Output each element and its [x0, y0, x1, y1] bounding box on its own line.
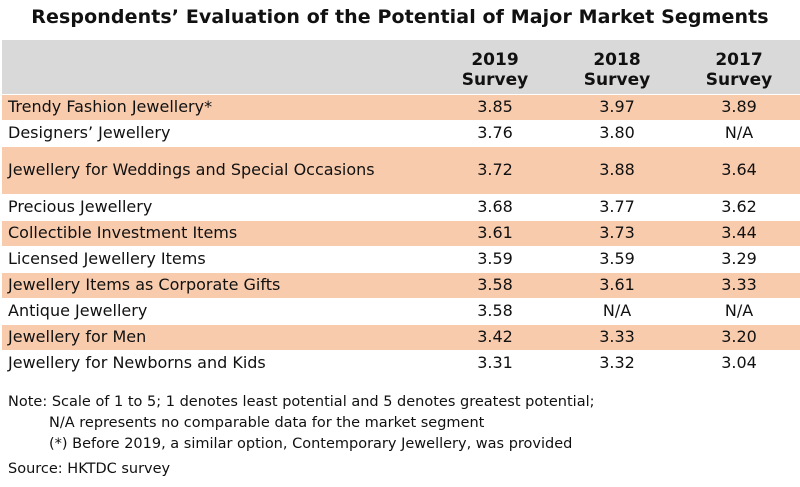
value-2018: 3.33: [556, 323, 678, 350]
table-row: Precious Jewellery 3.68 3.77 3.62: [2, 194, 800, 220]
segment-label: Jewellery Items as Corporate Gifts: [2, 271, 434, 298]
segment-label: Designers’ Jewellery: [8, 123, 171, 142]
segment-label: Licensed Jewellery Items: [8, 249, 206, 268]
note-line-2: N/A represents no comparable data for th…: [49, 415, 485, 431]
chart-title: Respondents’ Evaluation of the Potential…: [31, 6, 769, 28]
header-2017-survey: 2017 Survey: [705, 49, 773, 90]
segment-label: Trendy Fashion Jewellery*: [2, 93, 434, 120]
value-2018: 3.73: [556, 219, 678, 246]
table-row: Jewellery Items as Corporate Gifts 3.58 …: [2, 271, 800, 298]
market-segments-table: 2019 Survey 2018 Survey 2017 Survey Tren…: [2, 40, 800, 377]
value-2018: 3.59: [599, 249, 635, 268]
segment-label: Antique Jewellery: [8, 301, 148, 320]
table-row: Collectible Investment Items 3.61 3.73 3…: [2, 219, 800, 246]
value-2019: 3.42: [434, 323, 556, 350]
value-2018: 3.80: [599, 123, 635, 142]
value-2017: 3.33: [678, 271, 800, 298]
footnote: Note: Scale of 1 to 5; 1 denotes least p…: [8, 392, 595, 455]
value-2017: 3.89: [678, 93, 800, 120]
table-row: Jewellery for Weddings and Special Occas…: [2, 145, 800, 194]
segment-label: Jewellery for Weddings and Special Occas…: [2, 145, 434, 194]
value-2018: 3.32: [599, 353, 635, 372]
value-2019: 3.76: [477, 123, 513, 142]
value-2019: 3.61: [434, 219, 556, 246]
value-2017: 3.20: [678, 323, 800, 350]
segment-label: Collectible Investment Items: [2, 219, 434, 246]
table-row: Licensed Jewellery Items 3.59 3.59 3.29: [2, 246, 800, 272]
table-row: Antique Jewellery 3.58 N/A N/A: [2, 298, 800, 324]
value-2018: 3.88: [556, 145, 678, 194]
note-line-1: Note: Scale of 1 to 5; 1 denotes least p…: [8, 394, 595, 410]
segment-label: Jewellery for Newborns and Kids: [8, 353, 266, 372]
header-segment: [2, 40, 434, 94]
value-2017: N/A: [724, 123, 754, 142]
value-2017: N/A: [724, 301, 754, 320]
header-2018-survey: 2018 Survey: [583, 49, 651, 90]
value-2017: 3.29: [721, 249, 757, 268]
value-2019: 3.85: [434, 93, 556, 120]
value-2019: 3.59: [477, 249, 513, 268]
value-2019: 3.68: [477, 197, 513, 216]
segment-label: Precious Jewellery: [8, 197, 153, 216]
value-2018: 3.77: [599, 197, 635, 216]
value-2017: 3.44: [678, 219, 800, 246]
value-2018: 3.61: [556, 271, 678, 298]
value-2019: 3.72: [434, 145, 556, 194]
table-row: Designers’ Jewellery 3.76 3.80 N/A: [2, 120, 800, 146]
table-row: Jewellery for Men 3.42 3.33 3.20: [2, 323, 800, 350]
source-note: Source: HKTDC survey: [8, 461, 171, 477]
value-2019: 3.58: [477, 301, 513, 320]
segment-label: Jewellery for Men: [2, 323, 434, 350]
value-2017: 3.64: [678, 145, 800, 194]
header-2019-survey: 2019 Survey: [461, 49, 529, 90]
value-2017: 3.04: [721, 353, 757, 372]
value-2018: 3.97: [556, 93, 678, 120]
value-2019: 3.31: [477, 353, 513, 372]
table-row: Trendy Fashion Jewellery* 3.85 3.97 3.89: [2, 93, 800, 120]
table-row: Jewellery for Newborns and Kids 3.31 3.3…: [2, 350, 800, 376]
value-2017: 3.62: [721, 197, 757, 216]
header-row: 2019 Survey 2018 Survey 2017 Survey: [2, 40, 800, 94]
note-line-3: (*) Before 2019, a similar option, Conte…: [49, 436, 573, 452]
value-2019: 3.58: [434, 271, 556, 298]
value-2018: N/A: [602, 301, 632, 320]
